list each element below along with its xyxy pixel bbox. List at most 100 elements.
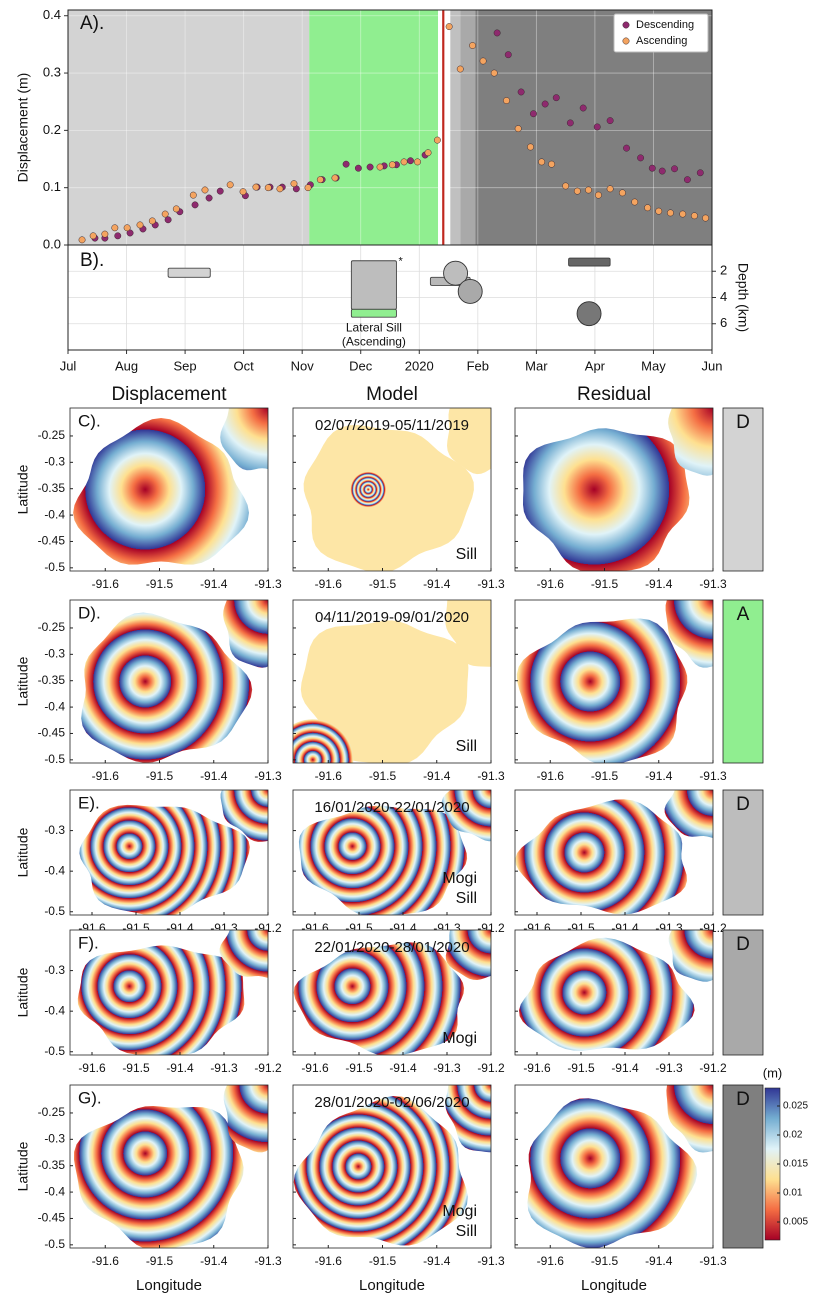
source-fringes (272, 719, 353, 800)
x-tick-label: -91.5 (345, 1061, 373, 1075)
data-point (217, 188, 223, 194)
data-point (619, 190, 625, 196)
colorbar-tick-label: 0.025 (783, 1101, 808, 1112)
map-content (293, 1061, 525, 1249)
data-point (317, 176, 323, 182)
y-axis-label: Latitude (15, 827, 31, 877)
page: {"chart_data": [ {"type": "scatter", "la… (0, 0, 813, 1295)
map-content (515, 1061, 747, 1249)
data-point (407, 158, 413, 164)
source-box (351, 309, 396, 317)
x-tick-label: -91.4 (423, 769, 451, 783)
data-point (667, 210, 673, 216)
data-point (637, 155, 643, 161)
x-tick-label: -91.3 (254, 577, 282, 591)
data-point (494, 30, 500, 36)
x-axis-label: Longitude (581, 1277, 647, 1294)
x-tick-label: Nov (291, 358, 315, 373)
map-panel: -91.6-91.5-91.4-91.3 (293, 379, 528, 592)
track-label: D (736, 794, 750, 815)
data-point (115, 233, 121, 239)
x-tick-label: -91.3 (254, 769, 282, 783)
source-fringes (350, 472, 386, 508)
model-source: Mogi (442, 1030, 477, 1047)
data-point (173, 206, 179, 212)
date-range: 28/01/2020-02/06/2020 (314, 1094, 469, 1111)
x-tick-label: -91.2 (254, 1061, 282, 1075)
data-point (702, 215, 708, 221)
map-panel: -0.3-0.4-0.5-91.6-91.5-91.4-91.3-91.2 (44, 906, 303, 1075)
model-source: Mogi (442, 870, 477, 887)
panel-label: G). (78, 1088, 102, 1107)
column-title: Displacement (111, 384, 227, 405)
x-tick-label: -91.5 (591, 577, 619, 591)
data-point (562, 183, 568, 189)
x-tick-label: -91.5 (146, 577, 174, 591)
data-point (102, 231, 108, 237)
y-tick-label: -0.4 (44, 1184, 65, 1198)
panel-label: B). (80, 250, 104, 271)
colorbar-tick-label: 0.01 (783, 1188, 803, 1199)
x-tick-label: -91.3 (433, 1061, 461, 1075)
y-tick-label: -0.3 (44, 823, 65, 837)
map-content (515, 576, 746, 765)
data-point (112, 225, 118, 231)
x-tick-label: -91.5 (146, 1254, 174, 1268)
model-source: Sill (456, 738, 477, 755)
data-point (124, 225, 130, 231)
data-point (518, 89, 524, 95)
map-content (70, 575, 304, 763)
map-panel: -91.6-91.5-91.4-91.3-91.2 (293, 768, 522, 935)
data-point (434, 137, 440, 143)
x-tick-label: -91.5 (122, 1061, 150, 1075)
y-tick-label: -0.25 (38, 620, 66, 634)
source-sphere (577, 302, 601, 326)
period-span (68, 10, 309, 245)
x-tick-label: -91.3 (699, 577, 727, 591)
data-point (538, 159, 544, 165)
y-tick-label: 0.0 (43, 236, 61, 251)
data-point (165, 217, 171, 223)
data-point (149, 218, 155, 224)
data-point (491, 70, 497, 76)
x-axis-label: Longitude (359, 1277, 425, 1294)
y-axis-label: Latitude (15, 967, 31, 1017)
y-axis-label: Latitude (15, 656, 31, 706)
data-point (206, 195, 212, 201)
data-point (469, 42, 475, 48)
x-tick-label: -91.6 (315, 577, 343, 591)
data-point (594, 124, 600, 130)
data-point (585, 187, 591, 193)
y-tick-label: 0.4 (43, 7, 61, 22)
y-tick-label: -0.4 (44, 699, 65, 713)
data-point (79, 237, 85, 243)
map-content (70, 377, 304, 571)
data-point (607, 186, 613, 192)
data-point (574, 188, 580, 194)
data-point (202, 187, 208, 193)
x-tick-label: Jun (702, 358, 723, 373)
x-tick-label: May (641, 358, 666, 373)
colorbar-tick-label: 0.005 (783, 1217, 808, 1228)
data-point (595, 192, 601, 198)
map-panel: -91.6-91.5-91.4-91.3 (293, 1061, 525, 1269)
x-tick-label: -91.4 (645, 769, 673, 783)
data-point (671, 166, 677, 172)
y-axis-label: Depth (km) (735, 263, 751, 332)
map-content (70, 772, 301, 917)
model-source: Sill (456, 890, 477, 907)
period-span (309, 10, 438, 245)
y-axis-label: Latitude (15, 1141, 31, 1191)
x-tick-label: -91.5 (369, 577, 397, 591)
x-tick-label: -91.3 (477, 1254, 505, 1268)
data-point (649, 165, 655, 171)
map-panel: -91.6-91.5-91.4-91.3 (515, 1061, 747, 1269)
x-tick-label: Aug (115, 358, 138, 373)
x-tick-label: Jul (60, 358, 77, 373)
y-tick-label: -0.5 (44, 904, 65, 918)
data-point (548, 161, 554, 167)
legend-marker (623, 38, 629, 44)
x-tick-label: -91.4 (166, 1061, 194, 1075)
map-panel: -91.6-91.5-91.4-91.3 (515, 383, 749, 591)
map-content (70, 1059, 305, 1251)
